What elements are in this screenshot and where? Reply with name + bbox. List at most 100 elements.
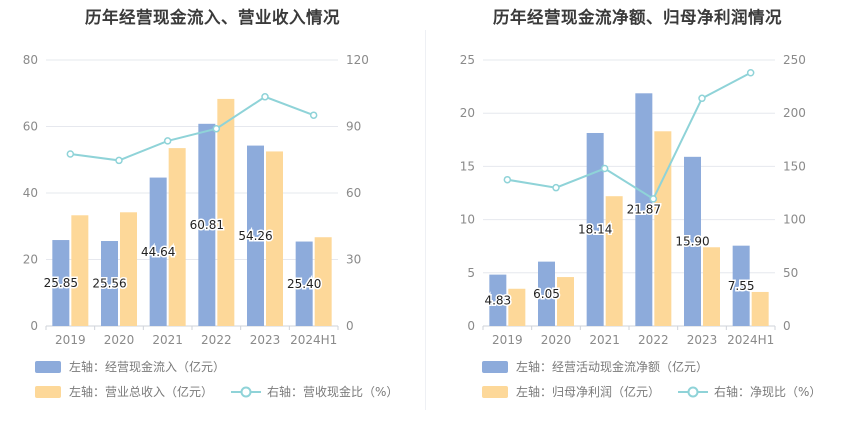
bar-data-label: 25.56	[92, 277, 126, 291]
y-right-tick-label: 60	[346, 186, 361, 200]
legend-item-net-profit[interactable]: 左轴：归母净利润（亿元）	[482, 383, 660, 400]
legend-row-1: 左轴：经营活动现金流净额（亿元）	[482, 358, 726, 375]
x-tick-label: 2023	[250, 333, 281, 347]
legend-item-ratio[interactable]: 右轴：营收现金比（%）	[231, 383, 398, 400]
y-left-tick-label: 15	[460, 159, 475, 173]
legend-swatch-bar	[482, 385, 508, 398]
bar-data-label: 18.14	[578, 222, 612, 236]
bar-primary	[538, 261, 555, 326]
bar-secondary	[654, 131, 672, 326]
bar-data-label: 15.90	[675, 234, 709, 248]
legend-label: 右轴：净现比（%）	[714, 385, 822, 399]
bar-secondary	[605, 196, 623, 326]
bar-data-label: 7.55	[728, 279, 755, 293]
y-right-tick-label: 0	[783, 319, 791, 333]
bar-secondary	[314, 237, 332, 326]
line-series	[507, 71, 752, 201]
line-point	[649, 195, 658, 203]
chart-left: 0 20 40 60 80 0 30 60 90 120 2019 2020 2021 2022 2023 2…	[23, 53, 369, 347]
y-left-tick-label: 20	[460, 106, 475, 120]
legend-label: 右轴：营收现金比（%）	[267, 385, 399, 399]
y-right-tick-label: 0	[346, 319, 354, 333]
x-tick-label: 2021	[152, 333, 183, 347]
legend-item-cash-inflow[interactable]: 左轴：经营现金流入（亿元）	[35, 358, 225, 375]
line-point	[503, 175, 512, 184]
legend-swatch-bar	[35, 360, 61, 373]
x-tick-label: 2023	[687, 333, 718, 347]
x-tick-label: 2020	[541, 333, 572, 347]
y-right-tick-label: 50	[783, 266, 798, 280]
x-tick-label: 2021	[589, 333, 620, 347]
line-point	[66, 150, 75, 158]
bar-primary	[586, 132, 604, 326]
bar-primary	[247, 145, 264, 326]
bar-primary	[149, 177, 167, 326]
y-left-tick-label: 25	[460, 53, 475, 67]
legend-row-2: 左轴：归母净利润（亿元） 右轴：净现比（%）	[482, 383, 839, 400]
legend-label: 左轴：经营活动现金流净额（亿元）	[516, 360, 709, 374]
chart-title: 历年经营现金流入、营业收入情况	[85, 8, 340, 27]
y-left-tick-label: 80	[23, 53, 38, 67]
y-right-tick-label: 250	[783, 53, 806, 67]
chart-panel-left: 历年经营现金流入、营业收入情况 0 20 40 60 80 0 30 60 90 120 2019 2…	[23, 8, 399, 400]
legend-swatch-bar	[35, 385, 61, 398]
bar-data-label: 60.81	[190, 218, 224, 232]
chart-panel-right: 历年经营现金流净额、归母净利润情况 0 5 10 15 20 25 0 50 100 150 200…	[425, 0, 850, 437]
chart-title: 历年经营现金流净额、归母净利润情况	[493, 8, 782, 27]
bar-secondary	[266, 151, 283, 326]
legend-row-1: 左轴：经营现金流入（亿元）	[35, 358, 243, 375]
line-point	[746, 69, 755, 77]
y-right-tick-label: 120	[346, 53, 369, 67]
bar-primary	[684, 156, 701, 326]
x-tick-label: 2022	[201, 333, 232, 347]
bar-data-label: 25.40	[287, 277, 321, 291]
legend-item-net-cash-ratio[interactable]: 右轴：净现比（%）	[678, 383, 821, 400]
legend-label: 左轴：归母净利润（亿元）	[516, 385, 661, 399]
y-right-tick-label: 100	[783, 213, 806, 227]
x-tick-label: 2019	[55, 333, 86, 347]
bar-secondary	[508, 288, 526, 326]
bar-primary	[635, 93, 653, 327]
bar-data-label: 25.85	[44, 276, 78, 290]
y-right-tick-label: 150	[783, 159, 806, 173]
line-series	[70, 95, 315, 162]
legend-item-revenue[interactable]: 左轴：营业总收入（亿元）	[35, 383, 213, 400]
bar-secondary	[120, 212, 137, 326]
y-right-tick-label: 30	[346, 253, 361, 267]
panel-divider	[425, 30, 426, 410]
line-point	[261, 93, 269, 101]
line-point	[309, 111, 318, 119]
bar-secondary	[168, 148, 186, 326]
legend-label: 左轴：经营现金流入（亿元）	[69, 360, 226, 374]
bar-secondary	[703, 247, 720, 326]
line-point	[163, 137, 172, 145]
y-left-tick-label: 5	[467, 266, 475, 280]
line-point	[698, 94, 706, 103]
bar-primary	[101, 241, 118, 326]
legend-swatch-bar	[482, 360, 508, 373]
bar-secondary	[217, 98, 235, 326]
bar-primary	[198, 123, 216, 326]
line-point	[552, 183, 560, 192]
bar-secondary	[751, 291, 769, 326]
bar-primary	[52, 240, 70, 326]
line-point	[212, 124, 221, 133]
x-tick-label: 2024H1	[290, 333, 337, 347]
bar-secondary	[71, 215, 89, 326]
y-right-tick-label: 90	[346, 120, 361, 134]
line-point	[600, 164, 609, 173]
bar-secondary	[557, 277, 574, 326]
bar-primary	[489, 274, 507, 326]
line-point	[115, 156, 123, 165]
bar-data-label: 6.05	[533, 287, 560, 301]
legend-item-net-cash-flow[interactable]: 左轴：经营活动现金流净额（亿元）	[482, 358, 708, 375]
y-left-tick-label: 0	[467, 319, 475, 333]
x-tick-label: 2022	[638, 333, 669, 347]
x-tick-label: 2019	[492, 333, 523, 347]
bar-data-label: 54.26	[238, 229, 272, 243]
y-left-tick-label: 20	[23, 253, 38, 267]
y-left-tick-label: 60	[23, 120, 38, 134]
bar-primary	[732, 245, 750, 326]
legend-label: 左轴：营业总收入（亿元）	[69, 385, 214, 399]
bar-data-label: 21.87	[627, 203, 661, 217]
